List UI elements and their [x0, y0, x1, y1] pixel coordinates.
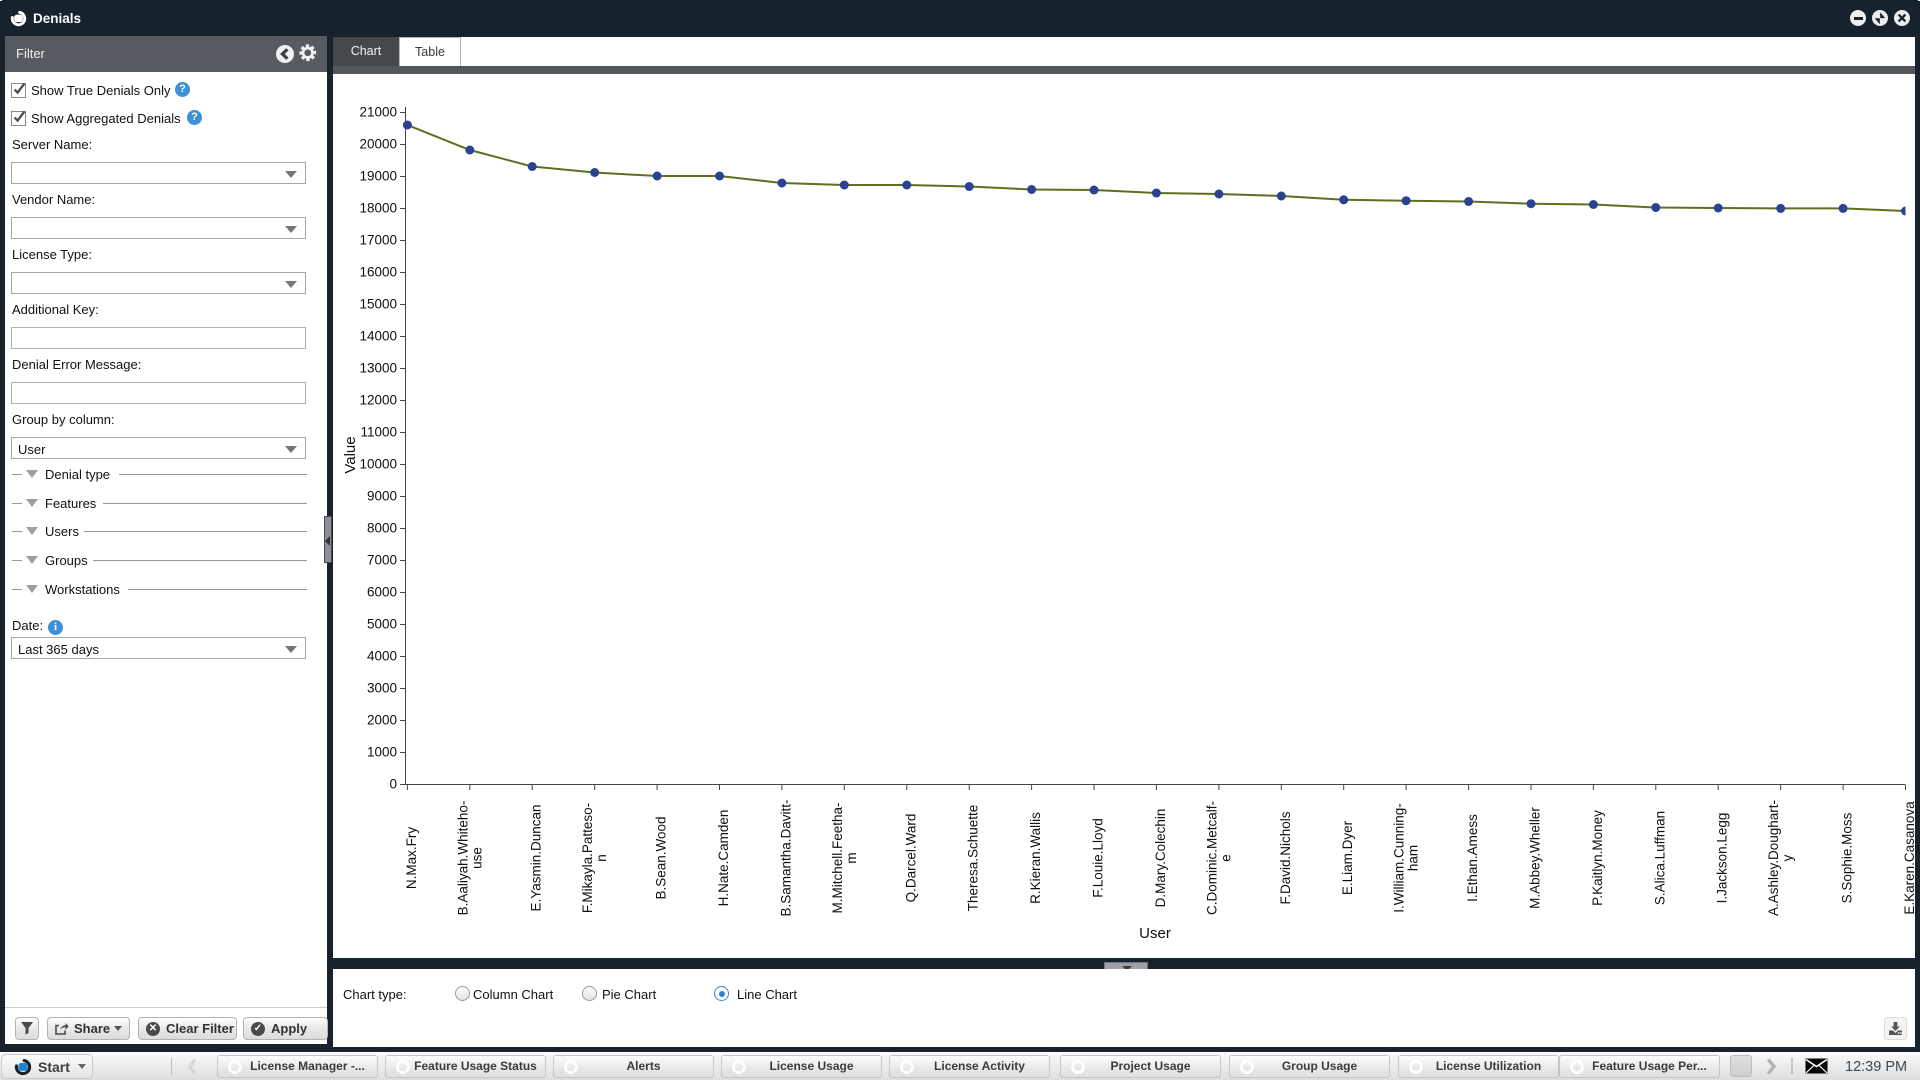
svg-text:4000: 4000 [367, 649, 397, 664]
svg-text:S.Sophie.Moss: S.Sophie.Moss [1839, 812, 1854, 903]
svg-text:2000: 2000 [367, 713, 397, 728]
svg-text:I.Jackson.Legg: I.Jackson.Legg [1714, 813, 1729, 904]
svg-text:17000: 17000 [359, 233, 397, 248]
svg-text:5000: 5000 [367, 617, 397, 632]
svg-text:E.Yasmin.Duncan: E.Yasmin.Duncan [528, 804, 543, 911]
svg-text:18000: 18000 [359, 201, 397, 216]
svg-text:N.Max.Fry: N.Max.Fry [403, 827, 418, 889]
svg-text:20000: 20000 [359, 137, 397, 152]
svg-text:11000: 11000 [360, 425, 397, 440]
svg-text:0: 0 [389, 777, 397, 792]
svg-text:I.Ethan.Amess: I.Ethan.Amess [1465, 814, 1480, 902]
svg-text:B.Sean.Wood: B.Sean.Wood [653, 816, 668, 899]
svg-text:7000: 7000 [367, 553, 397, 568]
svg-text:E.Karen.Casanova: E.Karen.Casanova [1902, 801, 1915, 915]
svg-text:D.Mary.Colechin: D.Mary.Colechin [1152, 809, 1167, 908]
svg-text:Theresa.Schuette: Theresa.Schuette [965, 805, 980, 912]
svg-text:B.Samantha.Davitt-: B.Samantha.Davitt- [778, 799, 793, 916]
svg-text:1000: 1000 [367, 745, 397, 760]
svg-text:12000: 12000 [359, 393, 397, 408]
svg-text:E.Liam.Dyer: E.Liam.Dyer [1340, 820, 1355, 895]
svg-text:C.Dominic.Metcalf-e: C.Dominic.Metcalf-e [1204, 801, 1233, 915]
svg-text:9000: 9000 [367, 489, 397, 504]
svg-text:10000: 10000 [359, 457, 397, 472]
svg-text:Value: Value [342, 436, 359, 473]
svg-text:15000: 15000 [359, 297, 397, 312]
svg-text:F.David.Nichols: F.David.Nichols [1277, 811, 1292, 904]
svg-text:21000: 21000 [359, 105, 397, 120]
svg-text:B.Aaliyah.Whiteho-use: B.Aaliyah.Whiteho-use [455, 801, 484, 916]
svg-text:19000: 19000 [359, 169, 397, 184]
svg-text:6000: 6000 [367, 585, 397, 600]
svg-text:3000: 3000 [367, 681, 397, 696]
svg-text:S.Alica.Luffman: S.Alica.Luffman [1652, 811, 1667, 905]
svg-text:F.Louie.Lloyd: F.Louie.Lloyd [1090, 818, 1105, 898]
svg-text:A.Ashley.Doughart-y: A.Ashley.Doughart-y [1766, 800, 1795, 916]
svg-text:8000: 8000 [367, 521, 397, 536]
svg-text:Q.Darcel.Ward: Q.Darcel.Ward [903, 814, 918, 903]
svg-text:14000: 14000 [359, 329, 397, 344]
svg-text:M.Mitchell.Feetha-m: M.Mitchell.Feetha-m [830, 802, 859, 913]
svg-text:M.Abbey.Wheller: M.Abbey.Wheller [1527, 807, 1542, 909]
svg-text:16000: 16000 [359, 265, 397, 280]
svg-text:F.Mikayla.Patteso-n: F.Mikayla.Patteso-n [580, 803, 609, 913]
svg-text:13000: 13000 [359, 361, 397, 376]
svg-text:P.Kaitlyn.Money: P.Kaitlyn.Money [1589, 810, 1604, 906]
svg-text:R.Kieran.Wallis: R.Kieran.Wallis [1028, 812, 1043, 904]
svg-text:H.Nate.Camden: H.Nate.Camden [716, 810, 731, 907]
svg-text:I.William.Cunning-ham: I.William.Cunning-ham [1392, 803, 1421, 913]
svg-text:User: User [1139, 925, 1171, 942]
